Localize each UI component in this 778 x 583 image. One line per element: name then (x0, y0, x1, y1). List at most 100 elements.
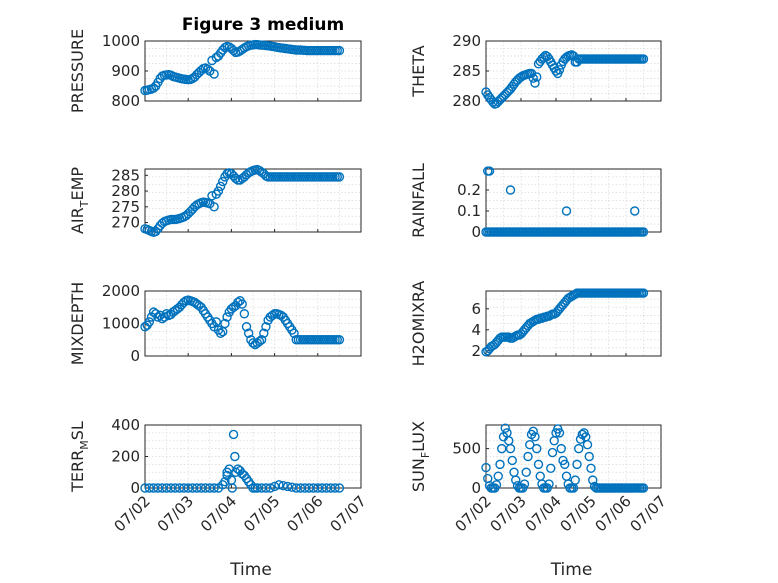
data-point (278, 480, 288, 491)
y-tick-label: 2000 (102, 282, 140, 300)
y-axis-label: RAINFALL (409, 163, 428, 238)
data-point (213, 186, 224, 196)
data-point (547, 447, 558, 458)
data-point (500, 423, 510, 433)
data-point (556, 443, 566, 454)
data-point (530, 78, 540, 88)
data-point (220, 477, 230, 487)
data-point (207, 191, 217, 201)
data-point (222, 467, 232, 477)
x-axis-label: Time (229, 560, 272, 580)
data-point (507, 455, 517, 466)
data-point (287, 482, 297, 492)
y-tick-label: 500 (452, 440, 481, 458)
data-point (505, 185, 516, 195)
data-point (239, 309, 250, 319)
y-tick-label: 0 (130, 479, 140, 497)
y-axis-label: THETA (409, 45, 428, 97)
x-tick-label: 07/02 (111, 492, 154, 535)
data-point (209, 69, 219, 79)
data-point (505, 443, 516, 454)
data-point (570, 475, 580, 485)
data-point (584, 451, 594, 462)
x-tick-label: 07/02 (452, 492, 495, 535)
data-point (254, 336, 265, 347)
data-point (523, 451, 533, 462)
subplot-mixdepth: 0 1000 2000 MIXDEPTH (68, 282, 362, 365)
y-tick-label: 1000 (102, 315, 140, 333)
data-point (153, 312, 163, 322)
data-point (567, 50, 577, 60)
y-tick-label: 0 (130, 347, 140, 365)
data-point (334, 172, 345, 182)
data-point (261, 322, 271, 332)
x-tick-label: 07/03 (154, 492, 197, 535)
data-point (265, 483, 275, 493)
subplot-pressure: 800 900 1000 PRESSURE Figure 3 medium (68, 15, 362, 113)
x-tick-label: 07/06 (283, 492, 326, 535)
data-point (491, 480, 502, 490)
data-point (519, 479, 530, 489)
data-point (218, 176, 228, 187)
x-tick-label: 07/05 (557, 492, 600, 535)
data-point (638, 227, 649, 237)
x-tick-label: 07/07 (627, 492, 670, 535)
data-point (535, 471, 545, 481)
y-tick-label: 800 (111, 92, 140, 110)
data-point (481, 462, 491, 473)
y-axis-label: MIXDEPTH (68, 282, 87, 365)
data-point (544, 479, 554, 489)
data-point (161, 309, 172, 319)
data-point (586, 463, 596, 474)
data-point (630, 206, 640, 216)
data-point (561, 471, 572, 481)
data-point (334, 45, 345, 56)
subplot-terr-msl: 0 200 400 07/02 07/03 07/04 07/05 07/06 07/07 TER… (68, 416, 370, 580)
x-tick-label: 07/07 (327, 492, 370, 535)
data-point (533, 459, 544, 470)
x-tick-label: 07/04 (197, 492, 240, 535)
data-point (215, 328, 226, 338)
data-point (334, 483, 345, 493)
data-point (227, 483, 237, 493)
y-axis-label: TERRMSL (68, 421, 91, 493)
data-point (532, 72, 542, 82)
chart-title: Figure 3 medium (182, 15, 344, 35)
y-tick-label: 6 (471, 300, 481, 318)
y-axis-label: SUNFLUX (409, 421, 432, 492)
y-tick-label: 0.2 (457, 181, 481, 199)
data-point (561, 206, 572, 216)
data-point (231, 173, 241, 184)
data-point (588, 475, 598, 485)
y-tick-label: 290 (452, 32, 481, 50)
y-axis-label: AIRTEMP (68, 167, 91, 234)
data-point (256, 335, 267, 345)
data-point (539, 52, 549, 62)
data-point (209, 202, 219, 212)
subplot-h2omixra: 2 4 6 H2OMIXRA (409, 281, 662, 367)
x-tick-label: 07/05 (240, 492, 283, 535)
y-tick-label: 2 (471, 342, 481, 360)
data-point (528, 426, 538, 436)
data-point (220, 318, 230, 329)
y-axis-label: H2OMIXRA (409, 281, 428, 367)
data-point (261, 483, 271, 493)
y-tick-label: 280 (452, 92, 481, 110)
data-point (493, 471, 503, 481)
y-tick-label: 1000 (102, 32, 140, 50)
data-point (511, 475, 521, 485)
data-point (330, 483, 340, 493)
data-point (546, 463, 556, 474)
y-tick-label: 285 (111, 166, 140, 184)
data-point (530, 432, 540, 442)
data-point (237, 299, 247, 309)
y-tick-label: 200 (111, 448, 140, 466)
y-tick-label: 4 (471, 321, 481, 339)
data-point (248, 338, 258, 348)
data-point (228, 429, 239, 440)
data-point (572, 459, 582, 470)
data-point (209, 483, 219, 493)
data-point (484, 166, 495, 176)
